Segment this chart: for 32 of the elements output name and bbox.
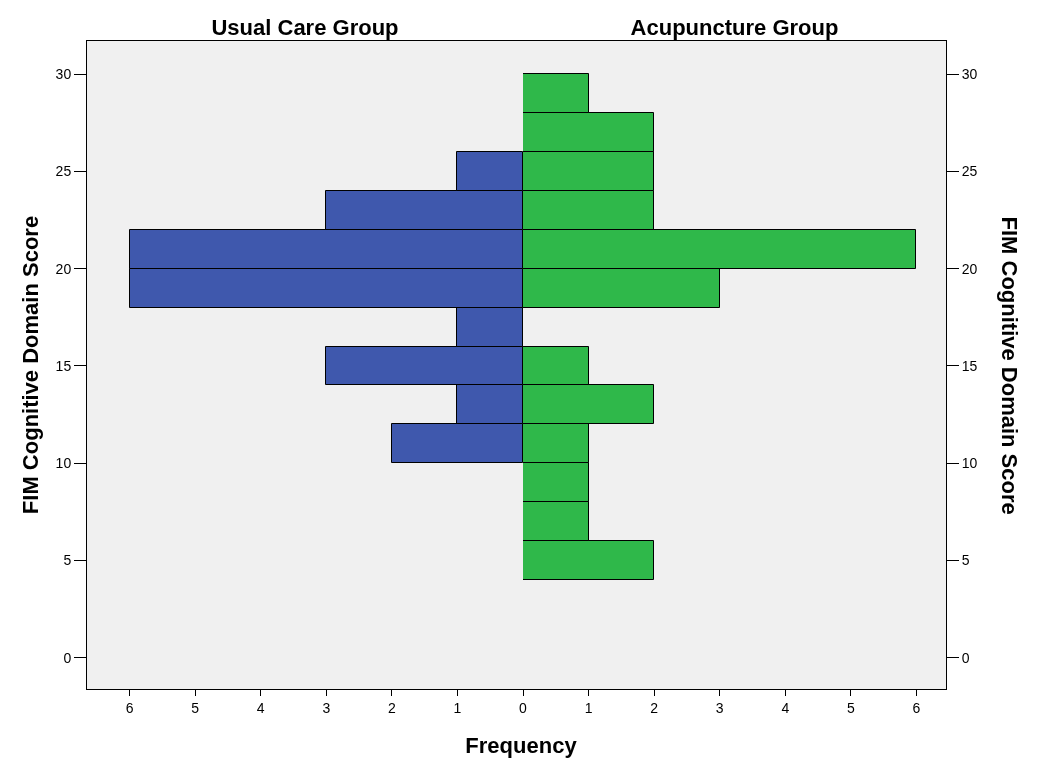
y-tick-label: 5 [63, 552, 72, 569]
y-tick-label: 15 [961, 357, 978, 374]
x-tick-label: 5 [191, 699, 200, 716]
x-tick-label: 5 [847, 699, 856, 716]
y-tick-label: 10 [55, 455, 72, 472]
x-tick-label: 3 [715, 699, 724, 716]
x-tick-label: 2 [650, 699, 659, 716]
x-tick-label: 4 [256, 699, 265, 716]
y-tick-label: 5 [961, 552, 970, 569]
y-tick-label: 0 [961, 649, 970, 666]
x-tick-label: 1 [453, 699, 462, 716]
x-axis-title: Frequency [464, 733, 578, 759]
y-tick-label: 0 [63, 649, 72, 666]
y-tick-label: 15 [55, 357, 72, 374]
x-tick-label: 1 [584, 699, 593, 716]
chart-title: Acupuncture Group [630, 15, 839, 40]
y-tick-label: 30 [961, 65, 978, 82]
chart-title: Usual Care Group [211, 15, 399, 40]
x-tick-label: 3 [322, 699, 331, 716]
y-axis-title: FIM Cognitive Domain Score [996, 216, 1022, 515]
y-axis-title: FIM Cognitive Domain Score [18, 215, 44, 515]
x-tick-label: 0 [519, 699, 528, 716]
x-tick-label: 4 [781, 699, 790, 716]
y-tick-label: 20 [961, 260, 978, 277]
y-tick-label: 10 [961, 455, 978, 472]
y-tick-label: 30 [55, 65, 72, 82]
y-tick-label: 20 [55, 260, 72, 277]
x-tick-label: 6 [125, 699, 134, 716]
x-tick-label: 2 [387, 699, 396, 716]
y-tick-label: 25 [55, 163, 72, 180]
y-tick-label: 25 [961, 163, 978, 180]
x-tick-label: 6 [912, 699, 921, 716]
